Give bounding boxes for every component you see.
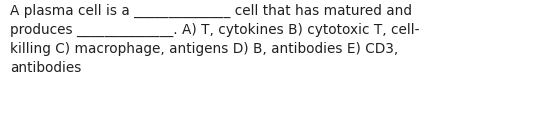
Text: A plasma cell is a ______________ cell that has matured and
produces ___________: A plasma cell is a ______________ cell t…: [10, 4, 420, 75]
